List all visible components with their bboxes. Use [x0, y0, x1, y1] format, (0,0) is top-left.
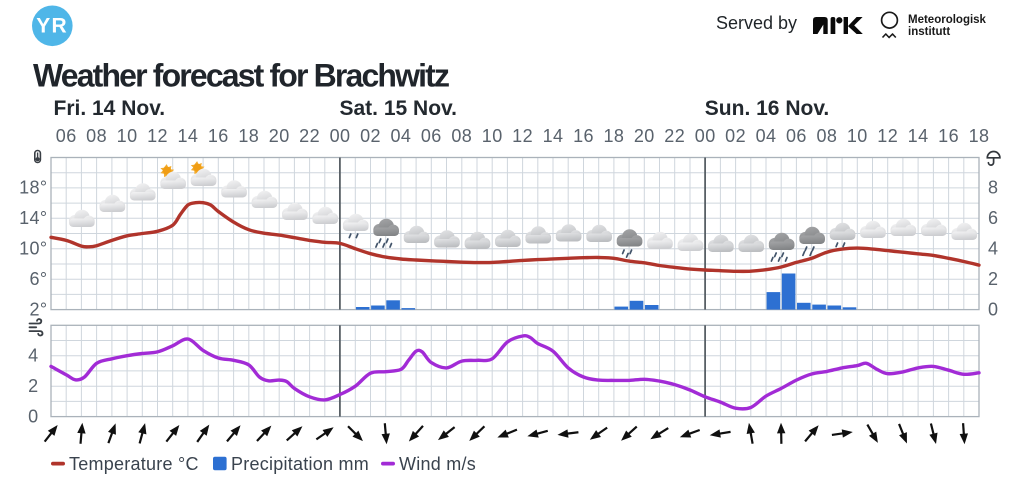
svg-text:Temperature °C: Temperature °C: [69, 454, 199, 474]
svg-text:02: 02: [360, 126, 381, 146]
svg-text:2: 2: [28, 376, 38, 396]
svg-text:10: 10: [847, 126, 868, 146]
svg-text:4: 4: [988, 239, 998, 259]
svg-text:12: 12: [512, 126, 533, 146]
svg-text:16: 16: [938, 126, 959, 146]
svg-text:12: 12: [147, 126, 168, 146]
svg-text:4: 4: [28, 346, 38, 366]
svg-text:22: 22: [299, 126, 320, 146]
svg-text:00: 00: [695, 126, 716, 146]
svg-text:18°: 18°: [19, 178, 47, 198]
svg-text:Sat. 15 Nov.: Sat. 15 Nov.: [340, 97, 458, 120]
svg-text:10°: 10°: [19, 239, 47, 259]
svg-text:8: 8: [988, 178, 998, 198]
svg-text:Fri. 14 Nov.: Fri. 14 Nov.: [54, 97, 166, 120]
svg-text:08: 08: [816, 126, 837, 146]
svg-text:YR: YR: [36, 15, 68, 38]
svg-text:10: 10: [482, 126, 503, 146]
svg-text:00: 00: [330, 126, 351, 146]
svg-text:14°: 14°: [19, 208, 47, 228]
svg-text:2: 2: [988, 269, 998, 289]
svg-text:6: 6: [988, 208, 998, 228]
svg-text:20: 20: [634, 126, 655, 146]
svg-text:2°: 2°: [29, 299, 47, 319]
svg-text:08: 08: [86, 126, 107, 146]
svg-text:04: 04: [390, 126, 411, 146]
svg-text:20: 20: [269, 126, 290, 146]
svg-text:14: 14: [908, 126, 929, 146]
svg-text:18: 18: [238, 126, 259, 146]
svg-text:14: 14: [177, 126, 198, 146]
svg-text:10: 10: [117, 126, 138, 146]
svg-text:6°: 6°: [29, 269, 47, 289]
svg-text:18: 18: [603, 126, 624, 146]
svg-text:06: 06: [56, 126, 77, 146]
svg-text:Wind m/s: Wind m/s: [399, 454, 476, 474]
svg-text:22: 22: [664, 126, 685, 146]
svg-text:06: 06: [786, 126, 807, 146]
svg-text:06: 06: [421, 126, 442, 146]
svg-text:0: 0: [28, 406, 38, 426]
svg-text:18: 18: [969, 126, 990, 146]
svg-text:institutt: institutt: [908, 26, 950, 38]
svg-text:02: 02: [725, 126, 746, 146]
svg-text:14: 14: [543, 126, 564, 146]
svg-text:16: 16: [208, 126, 229, 146]
svg-text:Served by: Served by: [716, 13, 797, 33]
svg-text:Precipitation mm: Precipitation mm: [231, 454, 369, 474]
svg-text:04: 04: [756, 126, 777, 146]
svg-text:Meteorologisk: Meteorologisk: [908, 14, 987, 26]
svg-text:12: 12: [877, 126, 898, 146]
svg-text:08: 08: [451, 126, 472, 146]
svg-text:Sun. 16 Nov.: Sun. 16 Nov.: [705, 97, 829, 120]
svg-text:0: 0: [988, 299, 998, 319]
svg-text:16: 16: [573, 126, 594, 146]
svg-text:Weather forecast for Brachwitz: Weather forecast for Brachwitz: [33, 58, 449, 94]
